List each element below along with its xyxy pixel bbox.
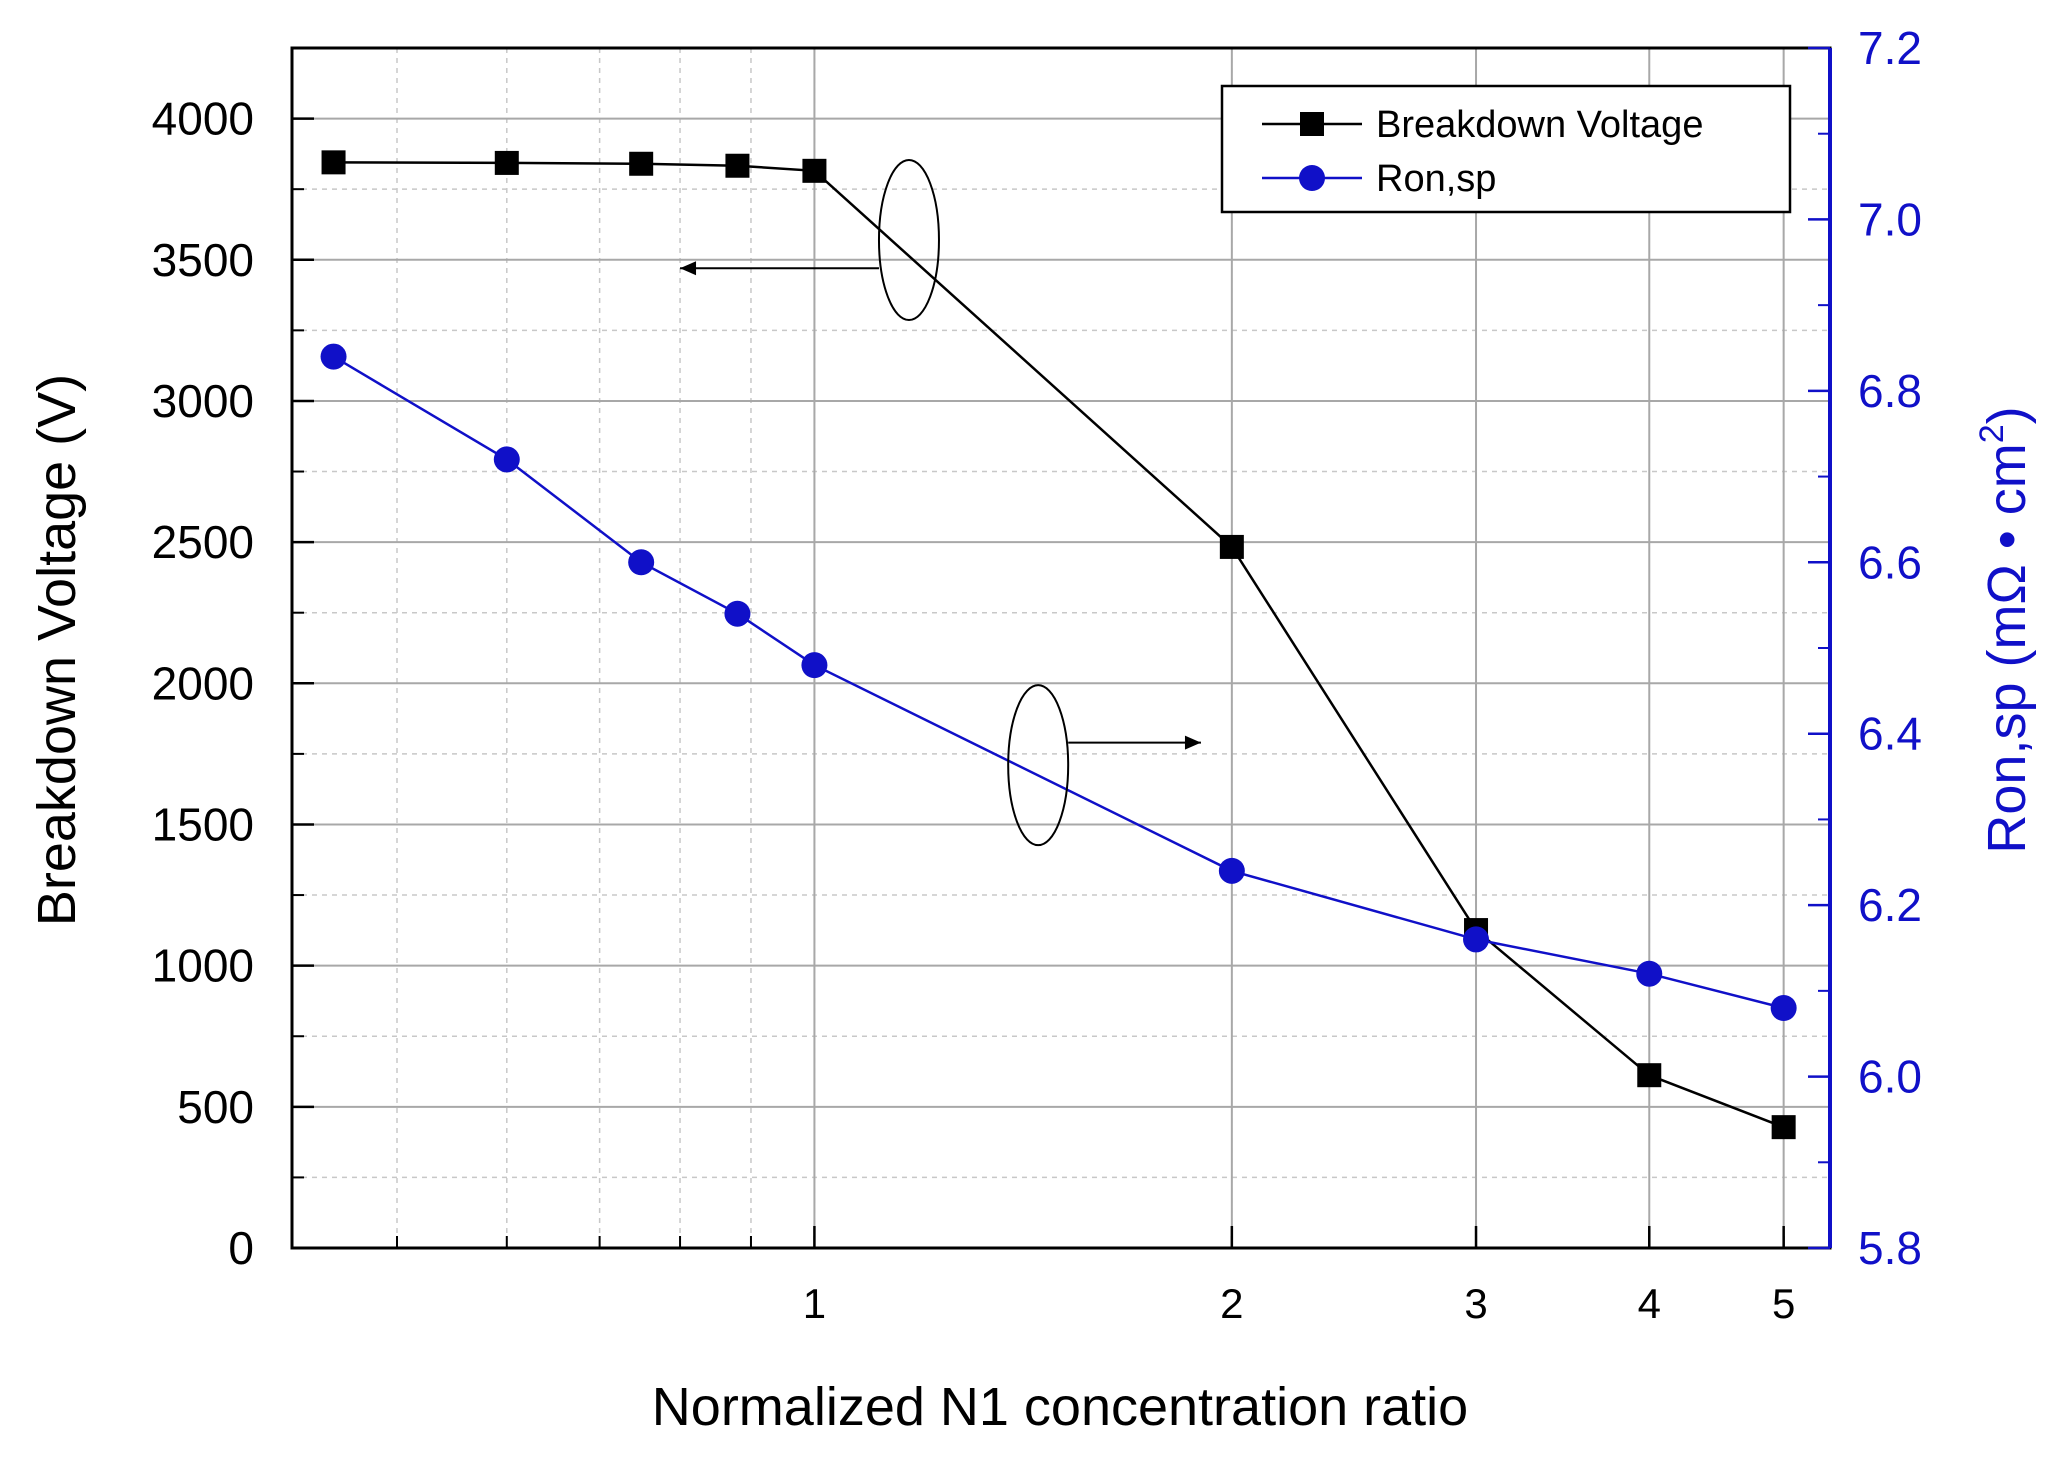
y-left-tick-label: 2500 bbox=[152, 516, 254, 568]
data-point-ron bbox=[801, 652, 828, 679]
y-axis-left-label: Breakdown Voltage (V) bbox=[27, 374, 87, 926]
y-left-tick-label: 3000 bbox=[152, 375, 254, 427]
y-left-tick-label: 500 bbox=[177, 1081, 254, 1133]
data-point-ron bbox=[320, 343, 347, 370]
y-right-tick-label: 6.8 bbox=[1858, 365, 1922, 417]
arrow-head bbox=[680, 261, 697, 276]
y-left-tick-label: 4000 bbox=[152, 93, 254, 145]
data-point-ron bbox=[1463, 926, 1490, 953]
data-point-breakdown bbox=[1771, 1115, 1796, 1140]
data-point-breakdown bbox=[494, 150, 519, 175]
x-tick-label: 4 bbox=[1638, 1280, 1661, 1327]
x-axis-label: Normalized N1 concentration ratio bbox=[652, 1377, 1468, 1437]
legend-label-breakdown: Breakdown Voltage bbox=[1376, 104, 1703, 146]
x-tick-label: 5 bbox=[1772, 1280, 1795, 1327]
series-line-breakdown bbox=[333, 161, 1785, 1129]
annotation-ellipse-ron bbox=[1007, 684, 1070, 847]
x-tick-label: 3 bbox=[1464, 1280, 1487, 1327]
y-right-tick-label: 7.2 bbox=[1858, 22, 1922, 74]
y-left-tick-label: 3500 bbox=[152, 234, 254, 286]
annotations bbox=[680, 159, 1201, 847]
y-left-tick-label: 1500 bbox=[152, 798, 254, 850]
data-point-breakdown bbox=[802, 158, 827, 183]
arrow-head bbox=[1184, 735, 1201, 750]
x-tick-label: 1 bbox=[803, 1280, 826, 1327]
data-point-breakdown bbox=[629, 151, 654, 176]
data-point-ron bbox=[1770, 995, 1797, 1021]
y-axis-right-label-close: ) bbox=[1977, 406, 2037, 424]
plot-frame bbox=[290, 46, 1832, 1250]
data-point-ron bbox=[493, 446, 520, 473]
data-point-ron bbox=[628, 549, 655, 576]
y-right-tick-label: 5.8 bbox=[1858, 1222, 1922, 1274]
y-right-tick-label: 7.0 bbox=[1858, 193, 1922, 245]
data-point-breakdown bbox=[321, 150, 346, 175]
annotation-ellipse-breakdown bbox=[877, 159, 940, 321]
data-point-breakdown bbox=[725, 153, 750, 178]
legend-marker-ron bbox=[1299, 165, 1325, 191]
axes: 1 2 3 4 5 0 500 1000 1500 2000 2500 3000 3500 4000 5.8… bbox=[152, 22, 1922, 1327]
data-point-ron bbox=[1636, 960, 1663, 987]
y-left-tick-label: 0 bbox=[228, 1222, 254, 1274]
data-point-breakdown bbox=[1637, 1063, 1662, 1088]
y-left-tick-label: 1000 bbox=[152, 940, 254, 992]
data-point-ron bbox=[1218, 857, 1245, 884]
y-right-tick-label: 6.0 bbox=[1858, 1051, 1922, 1103]
legend-box bbox=[1220, 84, 1792, 214]
y-right-tick-label: 6.6 bbox=[1858, 536, 1922, 588]
series bbox=[320, 150, 1797, 1140]
y-right-tick-label: 6.2 bbox=[1858, 879, 1922, 931]
grid bbox=[292, 48, 1830, 1248]
x-tick-label: 2 bbox=[1220, 1280, 1243, 1327]
data-point-breakdown bbox=[1219, 534, 1244, 559]
legend-marker-breakdown bbox=[1300, 112, 1324, 136]
data-point-ron bbox=[724, 600, 751, 627]
y-axis-right-label: Ron,sp (mΩ • cm2) bbox=[1973, 406, 2037, 853]
y-axis-right-label-superscript: 2 bbox=[1973, 424, 2011, 443]
legend: Breakdown Voltage Ron,sp bbox=[1220, 84, 1792, 214]
y-axis-right-label-main: Ron,sp (mΩ • cm bbox=[1977, 443, 2037, 853]
legend-label-ron: Ron,sp bbox=[1376, 158, 1496, 200]
y-left-tick-label: 2000 bbox=[152, 657, 254, 709]
y-right-tick-label: 6.4 bbox=[1858, 708, 1922, 760]
